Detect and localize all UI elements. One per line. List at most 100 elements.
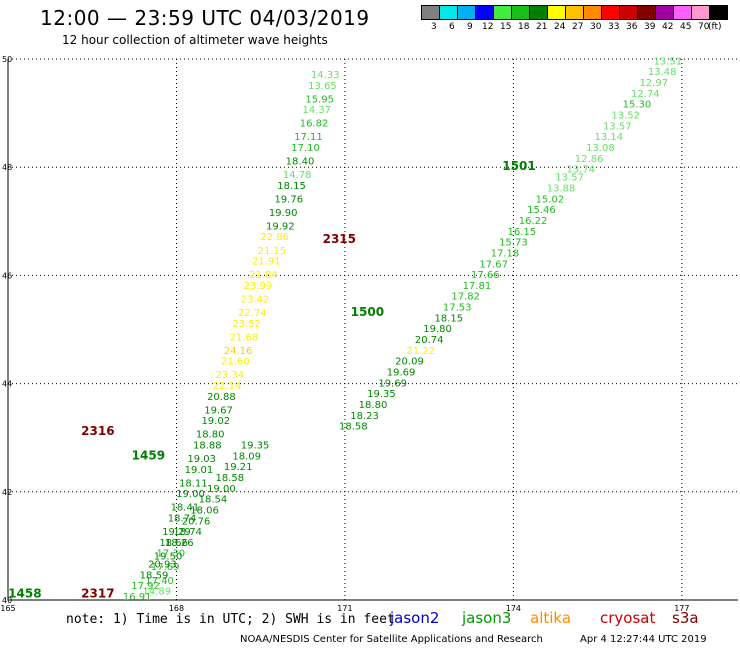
wave-height-value: 14.78	[283, 170, 312, 181]
wave-height-value: 19.02	[201, 416, 230, 427]
legend-label: 12	[482, 22, 494, 32]
wave-height-value: 19.90	[269, 208, 298, 219]
wave-height-value: 12.97	[639, 78, 668, 89]
wave-height-value: 19.21	[224, 462, 253, 473]
y-tick-label: 48	[2, 163, 12, 172]
wave-height-value: 18.06	[190, 505, 219, 516]
footer-note: note: 1) Time is in UTC; 2) SWH is in fe…	[66, 612, 395, 627]
y-tick-label: 46	[2, 271, 12, 280]
wave-height-value: 16.91	[123, 592, 152, 603]
x-tick-label: 165	[0, 604, 15, 613]
wave-height-value: 21.68	[230, 332, 259, 343]
wave-height-value: 13.57	[603, 121, 632, 132]
wave-height-value: 19.67	[204, 405, 233, 416]
wave-height-value: 17.66	[471, 270, 500, 281]
satellite-label: altika	[530, 609, 572, 627]
wave-height-value: 18.80	[196, 430, 225, 441]
wave-height-value: 13.65	[308, 81, 337, 92]
wave-height-value: 18.74	[168, 514, 197, 525]
legend-labels: 3 6 9 12 15 18 21 24 27 30 33 36 39 42 45 70 (ft)	[422, 20, 728, 34]
wave-height-value: 20.09	[395, 357, 424, 368]
legend-label: 6	[449, 22, 455, 32]
wave-height-value: 17.11	[294, 132, 323, 143]
wave-height-value: 23.42	[241, 294, 270, 305]
wave-height-value: 17.82	[451, 292, 480, 303]
wave-height-value: 17.40	[145, 576, 174, 587]
wave-height-value: 19.35	[367, 389, 396, 400]
y-tick-label: 40	[2, 596, 12, 605]
credit-text: NOAA/NESDIS Center for Satellite Applica…	[240, 634, 543, 645]
wave-height-value: 17.53	[443, 303, 472, 314]
wave-height-value: 18.41	[171, 503, 200, 514]
wave-height-value: 18.80	[359, 400, 388, 411]
legend-label: 36	[626, 22, 638, 32]
wave-height-value: 19.00	[207, 484, 236, 495]
legend-label: 15	[500, 22, 512, 32]
legend-label: 9	[467, 22, 473, 32]
wave-height-value: 13.74	[566, 165, 595, 176]
wave-height-value: 18.58	[339, 422, 368, 433]
wave-height-value: 17.10	[291, 143, 320, 154]
wave-height-value: 18.59	[140, 570, 169, 581]
wave-height-value: 19.92	[266, 221, 295, 232]
wave-height-value: 15.30	[623, 100, 652, 111]
wave-height-value: 18.23	[350, 411, 379, 422]
wave-height-value: 19.69	[378, 378, 407, 389]
wave-height-value: 13.48	[648, 67, 677, 78]
wave-height-value: 13.88	[547, 184, 576, 195]
legend-swatch	[709, 5, 728, 20]
wave-height-value: 20.74	[415, 335, 444, 346]
wave-height-value: 17.18	[491, 248, 520, 259]
x-tick-label: 168	[169, 604, 184, 613]
wave-height-value: 19.00	[176, 489, 205, 500]
wave-height-value: 12.86	[575, 154, 604, 165]
wave-height-value: 20.93	[148, 560, 177, 571]
wave-height-value: 19.69	[387, 367, 416, 378]
wave-height-value: 21.60	[221, 357, 250, 368]
legend-label: 24	[554, 22, 566, 32]
wave-height-value: 18.40	[286, 156, 315, 167]
wave-height-value: 18.15	[434, 313, 463, 324]
satellite-label: s3a	[672, 609, 699, 627]
legend-label: 45	[680, 22, 692, 32]
wave-height-value: 19.35	[241, 441, 270, 452]
x-tick-label: 177	[674, 604, 689, 613]
wave-height-value: 21.84	[249, 270, 278, 281]
wave-height-value: 15.02	[536, 194, 565, 205]
satellite-label: cryosat	[600, 609, 656, 627]
wave-height-value: 13.14	[595, 132, 624, 143]
wave-height-value: 17.67	[479, 259, 508, 270]
wave-height-value: 19.50	[154, 551, 183, 562]
pass-label: 1459	[132, 448, 165, 462]
wave-height-value: 17.30	[157, 549, 186, 560]
legend-label: 70	[698, 22, 710, 32]
wave-height-value: 17.69	[151, 562, 180, 573]
legend-unit: (ft)	[708, 22, 722, 32]
x-tick-label: 174	[506, 604, 521, 613]
satellite-label: jason2	[390, 609, 440, 627]
wave-height-value: 18.66	[159, 538, 188, 549]
y-tick-label: 50	[2, 55, 12, 64]
wave-height-value: 18.58	[215, 473, 244, 484]
wave-height-value: 13.08	[586, 143, 615, 154]
wave-height-value: 17.92	[131, 581, 160, 592]
wave-height-value: 16.22	[519, 216, 548, 227]
wave-height-value: 16.15	[507, 227, 536, 238]
wave-height-value: 13.52	[611, 111, 640, 122]
legend-label: 21	[536, 22, 548, 32]
legend-label: 3	[431, 22, 437, 32]
legend-label: 39	[644, 22, 656, 32]
wave-height-value: 22.14	[213, 381, 242, 392]
wave-height-value: 19.76	[274, 194, 303, 205]
wave-height-value: 14.89	[142, 587, 171, 598]
legend-label: 42	[662, 22, 674, 32]
wave-height-value: 22.74	[238, 308, 267, 319]
wave-height-value: 18.88	[193, 441, 222, 452]
wave-height-value: 23.52	[232, 319, 261, 330]
wave-height-value: 18.26	[165, 538, 194, 549]
wave-height-value: 14.37	[303, 105, 332, 116]
legend-label: 18	[518, 22, 530, 32]
axis-ticks: 165 168 171 174 177 40 42 44 46 48 50	[0, 55, 689, 613]
